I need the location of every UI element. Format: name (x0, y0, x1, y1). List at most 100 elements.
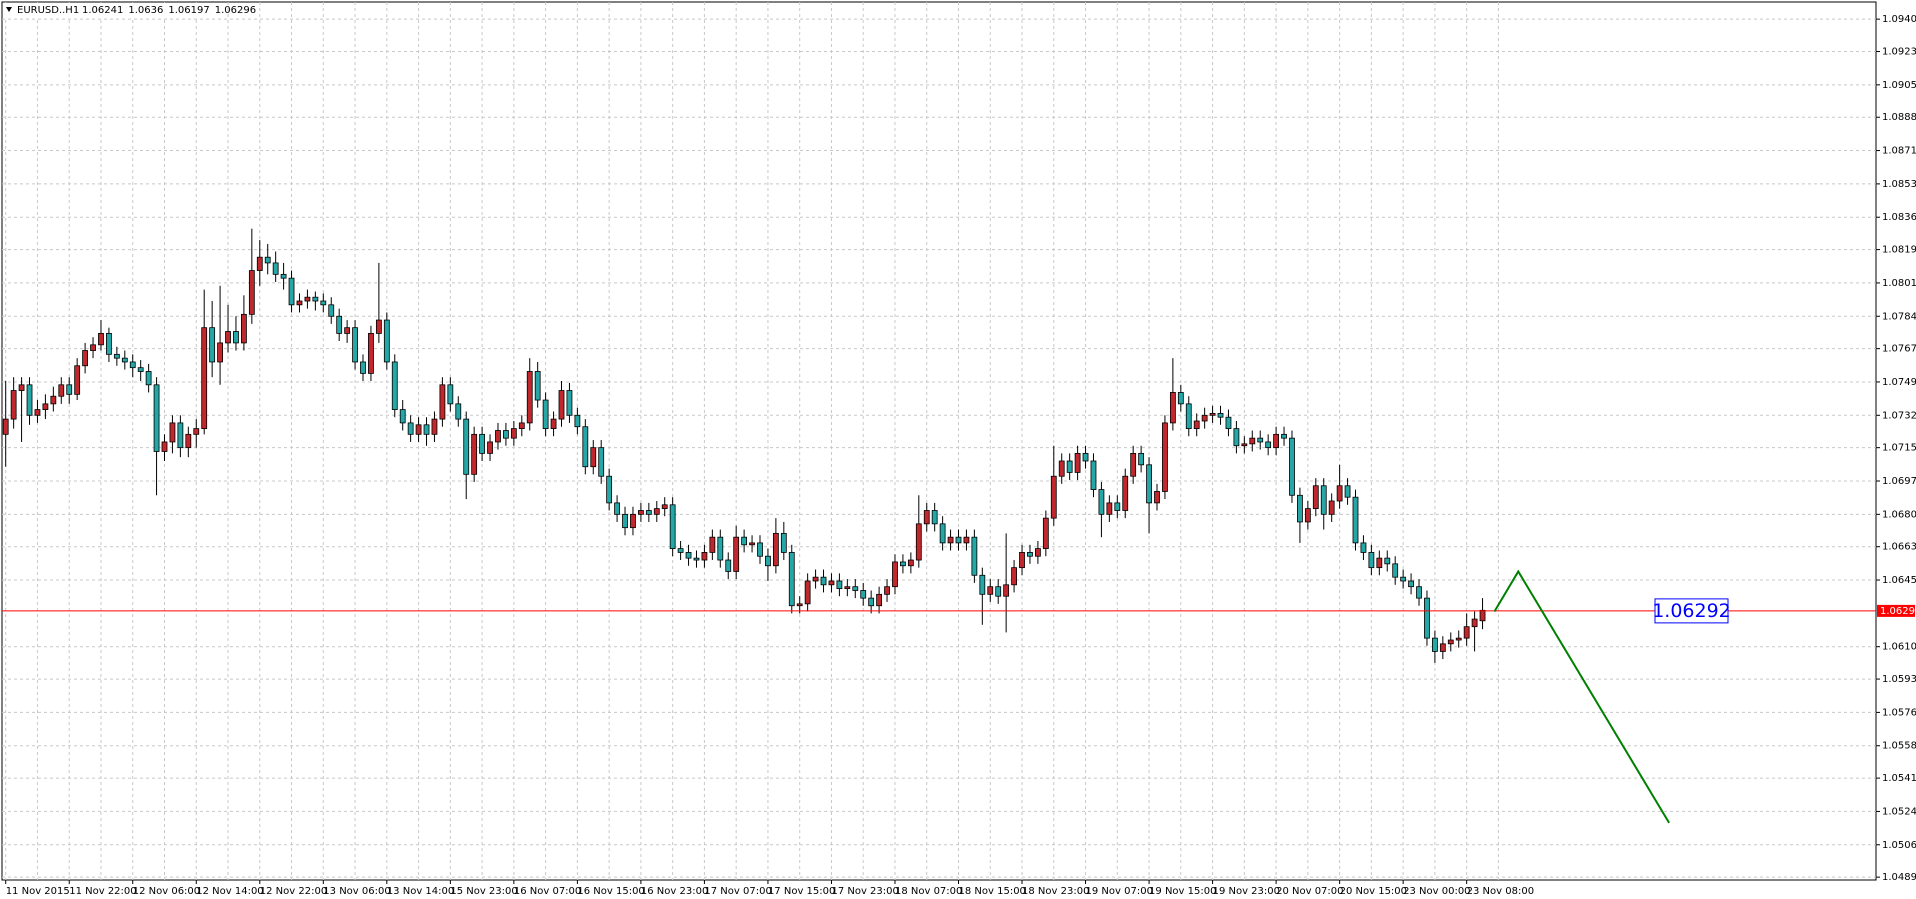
candle-body (606, 475, 613, 504)
y-tick-label: 1.05065 (1882, 840, 1916, 851)
candle-body (1360, 542, 1367, 553)
candle-body (1447, 639, 1454, 645)
candle-body (1328, 500, 1335, 515)
y-tick-label: 1.07320 (1882, 410, 1916, 421)
candle-body (1169, 392, 1176, 424)
candle-body (645, 510, 652, 515)
candle-body (542, 399, 549, 430)
candle-body (455, 403, 462, 420)
y-tick-label: 1.05760 (1882, 707, 1916, 718)
candle-body (717, 536, 724, 561)
candle-body (399, 409, 406, 424)
candle-body (669, 504, 676, 550)
candle-body (630, 513, 636, 529)
candle-body (383, 319, 390, 363)
candle-body (1352, 496, 1359, 544)
candle-body (431, 418, 438, 435)
candle-body (1320, 485, 1327, 515)
x-tick-label: 18 Nov 07:00 (895, 886, 962, 897)
candle-body (161, 441, 168, 452)
candle-body (503, 430, 509, 439)
candle-body (590, 447, 597, 468)
candle-body (923, 510, 930, 525)
candle-body (757, 542, 763, 557)
x-tick-label: 13 Nov 06:00 (323, 886, 390, 897)
candle-body (693, 557, 700, 561)
candle-body (447, 384, 454, 405)
x-tick-label: 20 Nov 07:00 (1276, 886, 1343, 897)
x-tick-label: 18 Nov 23:00 (1022, 886, 1089, 897)
x-tick-label: 12 Nov 14:00 (196, 886, 263, 897)
x-tick-label: 18 Nov 15:00 (959, 886, 1026, 897)
candle-body (2, 418, 9, 435)
candle-body (1138, 452, 1145, 466)
candle-body (947, 536, 954, 544)
candle-body (1336, 485, 1343, 502)
candle-body (772, 532, 779, 567)
candle-body (487, 441, 493, 454)
candle-body (90, 344, 96, 351)
candle-body (518, 422, 525, 430)
x-tick-label: 17 Nov 15:00 (768, 886, 835, 897)
candle-body (113, 353, 120, 359)
y-tick-label: 1.09400 (1882, 14, 1916, 25)
candle-body (177, 422, 184, 449)
candle-body (1201, 414, 1208, 422)
candle-body (233, 331, 239, 344)
candle-body (1479, 609, 1486, 622)
candle-body (121, 357, 128, 363)
candle-body (1050, 475, 1057, 519)
candle-body (828, 580, 835, 586)
x-tick-label: 20 Nov 15:00 (1340, 886, 1407, 897)
candle-body (868, 597, 875, 607)
candle-body (368, 332, 374, 374)
candle-body (939, 523, 946, 544)
candle-body (106, 332, 112, 355)
candle-body (272, 262, 279, 275)
candle-body (510, 428, 517, 439)
candle-body (1154, 491, 1160, 504)
candle-body (796, 603, 803, 607)
menu-triangle[interactable] (6, 7, 12, 12)
candle-body (677, 548, 684, 553)
candle-body (836, 580, 843, 590)
candle-body (1058, 460, 1065, 477)
candle-body (979, 574, 986, 595)
ohlc-value: 1.06241 (82, 5, 123, 16)
candle-body (614, 502, 620, 515)
y-tick-label: 1.09055 (1882, 80, 1916, 91)
candle-body (963, 536, 970, 544)
candle-body (407, 422, 414, 435)
candle-body (1217, 412, 1224, 418)
candle-body (1368, 552, 1375, 569)
y-tick-label: 1.09230 (1882, 47, 1916, 58)
header-bg (3, 3, 225, 17)
candle-body (844, 586, 851, 590)
candle-body (1392, 563, 1399, 578)
candle-body (288, 277, 295, 306)
candle-body (1400, 576, 1407, 582)
candle-body (1098, 489, 1105, 515)
x-tick-label: 13 Nov 14:00 (387, 886, 454, 897)
candle-body (1273, 433, 1279, 449)
x-tick-label: 19 Nov 07:00 (1086, 886, 1153, 897)
candle-body (280, 273, 287, 279)
candle-body (1463, 626, 1470, 639)
x-tick-label: 16 Nov 15:00 (577, 886, 644, 897)
candle-body (1066, 460, 1073, 473)
candle-body (1122, 475, 1129, 511)
candle-body (1106, 502, 1113, 515)
candle-body (804, 580, 811, 605)
candle-body (1185, 403, 1192, 430)
y-tick-label: 1.07840 (1882, 311, 1916, 322)
x-tick-label: 16 Nov 07:00 (514, 886, 581, 897)
candle-body (971, 536, 978, 576)
candle-body (217, 342, 223, 363)
candle-body (780, 532, 787, 553)
candle-body (638, 510, 644, 515)
candle-body (352, 327, 358, 363)
candle-body (360, 361, 366, 374)
candle-body (812, 576, 819, 582)
candle-body (344, 327, 351, 334)
